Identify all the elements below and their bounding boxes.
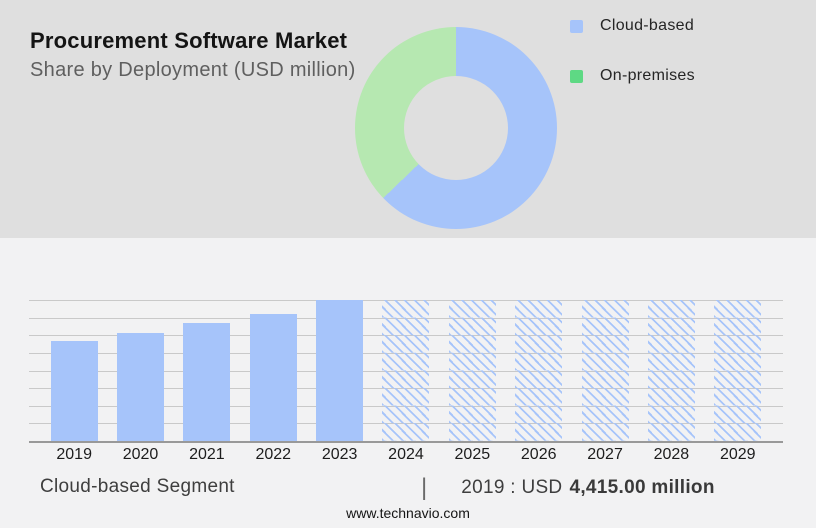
page-title: Procurement Software Market — [30, 28, 348, 53]
segment-label: Cloud-based Segment — [40, 476, 235, 497]
bar-2022 — [249, 313, 297, 441]
chart-legend: Cloud-based On-premises — [570, 17, 695, 85]
value-2019: 2019 : USD 4,415.00 million — [461, 477, 715, 499]
x-tick-2019: 2019 — [56, 446, 92, 463]
bar-slot-2022 — [240, 300, 306, 441]
bar-slot-2024 — [373, 300, 439, 441]
bar-slot-2019 — [41, 300, 107, 441]
x-tick-2023: 2023 — [321, 446, 358, 463]
bar-chart-plot-area — [29, 300, 783, 443]
website-link[interactable]: www.technavio.com — [346, 505, 470, 521]
legend-label: On-premises — [600, 67, 695, 84]
bar-slot-2020 — [107, 300, 173, 441]
bar-slot-2027 — [572, 300, 638, 441]
bar-2025 — [448, 300, 496, 441]
deployment-donut-chart — [355, 27, 557, 229]
bar-2026 — [515, 300, 563, 441]
x-tick-2021: 2021 — [189, 446, 225, 463]
x-axis-labels: 2019 2020 2021 2022 2023 2024 2025 2026 2027 2028… — [29, 446, 783, 464]
bar-2029 — [714, 300, 762, 441]
hero-section: Procurement Software Market Share by Dep… — [0, 0, 816, 238]
bar-2027 — [581, 300, 629, 441]
legend-swatch-icon — [570, 69, 583, 83]
bar-2020 — [117, 332, 165, 441]
bar-chart-section: 2019 2020 2021 2022 2023 2024 2025 2026 2027 2028… — [0, 238, 816, 528]
value-amount: 4,415.00 million — [569, 477, 715, 498]
bar-slot-2023 — [306, 300, 372, 441]
bar-2028 — [647, 300, 695, 441]
x-tick-2020: 2020 — [122, 446, 159, 463]
x-tick-2022: 2022 — [255, 446, 292, 463]
footer-caption: Cloud-based Segment | 2019 : USD 4,415.00… — [0, 474, 816, 504]
legend-label: Cloud-based — [600, 17, 695, 34]
bar-2023 — [316, 300, 364, 441]
bar-slot-2021 — [174, 300, 240, 441]
legend-swatch-icon — [570, 19, 583, 33]
bars-row — [29, 300, 783, 441]
bar-2021 — [183, 323, 231, 441]
x-tick-2026: 2026 — [520, 446, 557, 463]
bar-slot-2028 — [638, 300, 704, 441]
bar-slot-2029 — [705, 300, 771, 441]
x-tick-2025: 2025 — [454, 446, 491, 463]
x-tick-2027: 2027 — [587, 446, 623, 463]
bar-2019 — [50, 341, 98, 441]
separator-bar: | — [421, 474, 428, 501]
page-subtitle: Share by Deployment (USD million) — [30, 59, 356, 81]
value-prefix: 2019 : USD — [461, 477, 563, 498]
donut-hole — [404, 76, 508, 180]
bar-slot-2025 — [439, 300, 505, 441]
legend-item-on-premises: On-premises — [570, 67, 695, 85]
x-tick-2029: 2029 — [719, 446, 756, 463]
bar-2024 — [382, 300, 430, 441]
x-tick-2024: 2024 — [388, 446, 424, 463]
legend-item-cloud-based: Cloud-based — [570, 17, 695, 35]
bar-slot-2026 — [506, 300, 572, 441]
x-tick-2028: 2028 — [653, 446, 690, 463]
value-group: | 2019 : USD 4,415.00 million — [421, 474, 715, 502]
